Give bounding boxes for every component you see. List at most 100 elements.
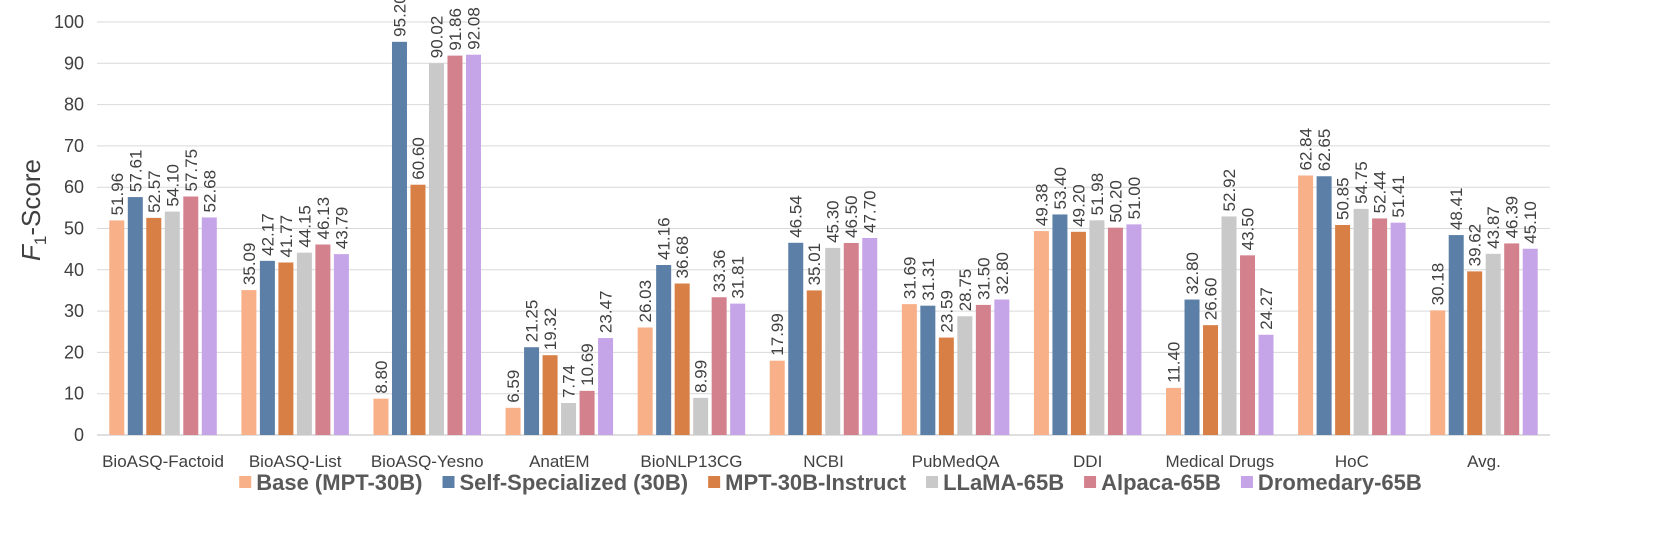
bar	[598, 338, 614, 435]
y-tick-label: 20	[64, 342, 84, 362]
data-label: 57.61	[126, 150, 145, 193]
bar	[373, 398, 389, 435]
data-label: 43.87	[1484, 206, 1503, 249]
bar	[201, 217, 217, 435]
data-label: 51.98	[1088, 173, 1107, 216]
data-label: 32.80	[993, 252, 1012, 295]
bar	[542, 355, 558, 435]
data-label: 51.00	[1125, 177, 1144, 220]
legend-swatch	[926, 476, 939, 488]
bar	[109, 220, 125, 435]
legend-label: Self-Specialized (30B)	[460, 470, 689, 495]
bar	[1033, 231, 1049, 435]
y-tick-label: 70	[64, 136, 84, 156]
bar	[1203, 325, 1219, 435]
category-label: PubMedQA	[912, 452, 1001, 471]
data-label: 52.57	[145, 170, 164, 213]
data-label: 35.09	[240, 243, 259, 286]
data-label: 43.50	[1239, 208, 1258, 251]
bar	[410, 184, 426, 435]
data-label: 47.70	[861, 190, 880, 233]
y-tick-label: 80	[64, 95, 84, 115]
data-label: 45.10	[1521, 201, 1540, 244]
bar	[447, 55, 463, 436]
data-label: 57.75	[182, 149, 201, 192]
data-label: 90.02	[427, 16, 446, 59]
bar	[788, 242, 804, 435]
bar	[465, 54, 481, 436]
data-label: 52.44	[1371, 171, 1390, 214]
data-label: 50.85	[1334, 177, 1353, 220]
data-label: 36.68	[673, 236, 692, 279]
data-label: 46.13	[314, 197, 333, 240]
y-tick-label: 10	[64, 384, 84, 404]
bar	[1107, 227, 1123, 435]
data-label: 23.47	[597, 291, 616, 334]
category-label: AnatEM	[529, 452, 589, 471]
y-tick-label: 30	[64, 301, 84, 321]
bar	[1390, 222, 1406, 435]
bars	[109, 41, 1538, 436]
legend-item: LLaMA-65B	[926, 470, 1064, 495]
bar	[901, 304, 917, 435]
data-label: 95.20	[390, 0, 409, 37]
bar	[1166, 387, 1182, 435]
category-label: BioASQ-List	[249, 452, 342, 471]
y-axis-label-rest: -Score	[16, 159, 46, 236]
legend-item: Base (MPT-30B)	[239, 470, 423, 495]
data-label: 31.81	[729, 256, 748, 299]
bar	[1485, 253, 1501, 435]
data-label: 41.77	[277, 215, 296, 258]
y-tick-label: 60	[64, 177, 84, 197]
data-label: 46.39	[1503, 196, 1522, 239]
data-label: 51.96	[108, 173, 127, 216]
category-label: DDI	[1073, 452, 1102, 471]
data-label: 62.84	[1297, 128, 1316, 171]
category-label: HoC	[1335, 452, 1369, 471]
bar	[674, 283, 690, 435]
category-labels: BioASQ-Factoid BioASQ-List BioASQ-Yesno Ana…	[102, 452, 1501, 471]
bar	[1316, 176, 1332, 435]
data-label: 21.25	[523, 300, 542, 343]
data-label: 60.60	[409, 137, 428, 180]
bar	[524, 347, 540, 435]
bar	[146, 217, 162, 435]
data-label: 52.92	[1220, 169, 1239, 212]
data-label: 54.75	[1352, 161, 1371, 204]
legend-item: Dromedary-65B	[1240, 470, 1422, 495]
bar	[994, 299, 1010, 435]
bar	[843, 242, 859, 435]
data-label: 11.40	[1165, 342, 1184, 383]
data-label: 44.15	[295, 205, 314, 248]
bar	[1070, 231, 1086, 435]
bar	[1430, 310, 1446, 435]
bar	[975, 304, 991, 435]
y-tick-label: 100	[54, 12, 84, 32]
data-label: 45.30	[824, 200, 843, 243]
legend-item: Alpaca-65B	[1084, 470, 1221, 495]
legend-label: Alpaca-65B	[1101, 470, 1221, 495]
data-label: 8.80	[372, 361, 391, 394]
category-label: BioASQ-Factoid	[102, 452, 224, 471]
bar	[1221, 216, 1237, 435]
bar	[711, 297, 727, 435]
data-label: 91.86	[446, 8, 465, 51]
bar	[1240, 255, 1256, 435]
data-label: 46.54	[787, 195, 806, 238]
bar	[656, 265, 672, 435]
bar	[957, 316, 973, 435]
category-label: BioASQ-Yesno	[371, 452, 484, 471]
category-label: Medical Drugs	[1165, 452, 1274, 471]
data-label: 26.60	[1202, 278, 1221, 321]
bar	[806, 290, 822, 435]
bar	[1258, 334, 1274, 435]
bar	[1184, 299, 1200, 435]
data-label: 39.62	[1466, 224, 1485, 267]
data-label: 32.80	[1183, 252, 1202, 295]
data-label: 17.99	[768, 313, 787, 356]
bar	[862, 237, 878, 435]
bar	[296, 252, 312, 435]
bar	[278, 262, 294, 435]
legend-swatch	[1084, 476, 1097, 488]
